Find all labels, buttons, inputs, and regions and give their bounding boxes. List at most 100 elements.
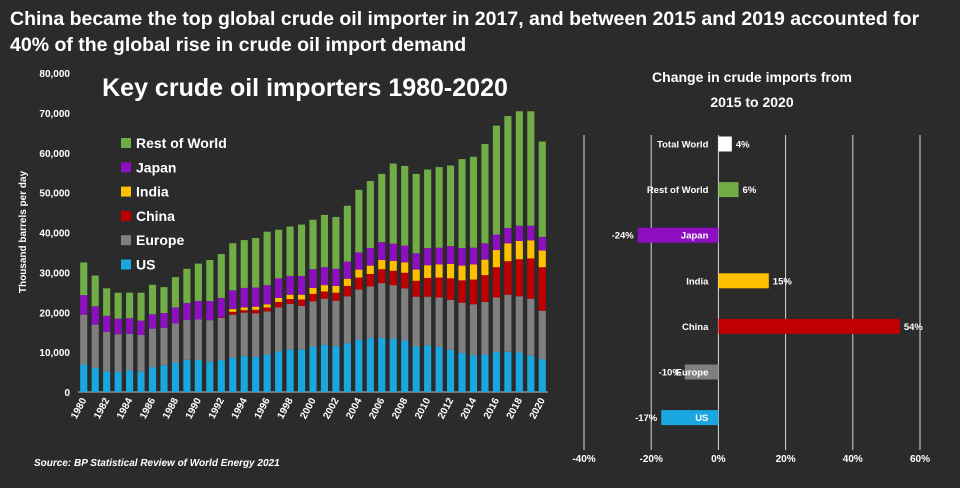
bar-segment-europe bbox=[183, 319, 191, 360]
bar-segment-us bbox=[320, 344, 329, 392]
y-tick-label: 30,000 bbox=[39, 268, 70, 279]
value-label: 4% bbox=[736, 140, 750, 151]
bar-segment-india bbox=[297, 294, 306, 300]
bar-segment-china bbox=[378, 269, 386, 284]
legend-swatch-europe bbox=[121, 235, 131, 246]
bar-segment-india bbox=[538, 250, 546, 268]
bar-segment-japan bbox=[252, 287, 260, 307]
bar-segment-us bbox=[263, 354, 271, 392]
bar-segment-us bbox=[435, 346, 443, 392]
bar-segment-europe bbox=[126, 333, 134, 371]
bar-segment-japan bbox=[538, 236, 546, 251]
legend-swatch-china bbox=[121, 210, 131, 221]
bar-segment-japan bbox=[114, 318, 122, 335]
x-tick-label: 1990 bbox=[184, 396, 204, 421]
bar-segment-india bbox=[492, 250, 500, 268]
bar-segment-rest-of-world bbox=[275, 229, 283, 279]
bar-segment-japan bbox=[171, 307, 179, 324]
bar-segment-india bbox=[515, 240, 523, 260]
bar-segment-japan bbox=[309, 269, 317, 288]
y-tick-label: 0 bbox=[64, 388, 70, 399]
bar-segment-rest-of-world bbox=[252, 238, 260, 288]
value-label: -17% bbox=[635, 413, 658, 424]
x-tick-label: 60% bbox=[910, 454, 930, 465]
bar-segment-india bbox=[401, 262, 409, 273]
x-tick-label: 2012 bbox=[436, 396, 456, 421]
x-tick-label: 1986 bbox=[138, 396, 158, 421]
bar-segment-rest-of-world bbox=[320, 214, 329, 268]
bar-segment-rest-of-world bbox=[389, 163, 397, 244]
value-label: 15% bbox=[773, 276, 793, 287]
bar-segment-us bbox=[114, 372, 122, 392]
bar-segment-china bbox=[343, 285, 351, 297]
x-tick-label: 1984 bbox=[115, 396, 135, 421]
value-label: 54% bbox=[904, 322, 924, 333]
x-tick-label: 2002 bbox=[321, 396, 341, 421]
legend-label: Europe bbox=[136, 232, 184, 248]
bar-segment-china bbox=[217, 317, 225, 318]
bar-segment-japan bbox=[286, 275, 294, 295]
bar-segment-europe bbox=[504, 294, 512, 352]
bar-segment-china bbox=[538, 267, 546, 311]
bar-segment-europe bbox=[447, 299, 455, 350]
bar-segment-rest-of-world bbox=[126, 292, 134, 319]
bar-segment-japan bbox=[412, 253, 420, 270]
bar-segment-china bbox=[435, 277, 443, 298]
x-tick-label: 2014 bbox=[459, 396, 479, 421]
bar-segment-rest-of-world bbox=[206, 260, 214, 302]
bar-segment-rest-of-world bbox=[401, 165, 409, 246]
bar-segment-us bbox=[126, 370, 134, 392]
bar-segment-india bbox=[447, 264, 455, 279]
bar-segment-china bbox=[366, 273, 374, 287]
legend-swatch-rest-of-world bbox=[121, 138, 131, 148]
bar-segment-rest-of-world bbox=[355, 189, 363, 253]
legend-swatch-india bbox=[121, 186, 131, 197]
bar-segment-europe bbox=[320, 298, 329, 345]
x-tick-label: 2004 bbox=[344, 396, 364, 421]
bar-segment-china bbox=[229, 311, 237, 315]
legend-label: Rest of World bbox=[136, 135, 227, 151]
bar-segment-rest-of-world bbox=[240, 240, 248, 288]
bar-segment-japan bbox=[447, 246, 455, 265]
category-label: Japan bbox=[681, 231, 709, 242]
bar-segment-rest-of-world bbox=[343, 205, 351, 262]
bar-segment-japan bbox=[366, 248, 374, 266]
bar-segment-india bbox=[469, 264, 478, 280]
x-tick-label: -40% bbox=[572, 454, 595, 465]
bar-segment-us bbox=[160, 365, 168, 392]
bar-segment-us bbox=[458, 352, 466, 392]
bar-segment-europe bbox=[389, 285, 397, 339]
y-tick-label: 80,000 bbox=[39, 69, 70, 80]
bar-segment-japan bbox=[389, 243, 397, 261]
bar-segment-us bbox=[332, 346, 340, 392]
bar-segment-japan bbox=[148, 314, 157, 329]
bar-segment-india bbox=[389, 260, 397, 271]
legend-swatch-us bbox=[121, 259, 131, 270]
bar-segment-rest-of-world bbox=[137, 292, 145, 321]
bar-segment-japan bbox=[515, 225, 523, 241]
bar-segment-us bbox=[424, 345, 432, 392]
bar-segment-rest-of-world bbox=[447, 165, 455, 247]
bar-segment-india bbox=[424, 265, 432, 278]
bar-segment-rest-of-world bbox=[148, 284, 157, 315]
y-tick-label: 10,000 bbox=[39, 348, 70, 359]
y-tick-label: 40,000 bbox=[39, 229, 70, 240]
bar-segment-us bbox=[401, 340, 409, 392]
bar-segment-india bbox=[435, 264, 443, 278]
bar-segment-rest-of-world bbox=[378, 173, 386, 243]
bar-segment-china bbox=[320, 291, 329, 299]
bar-segment-japan bbox=[80, 295, 88, 315]
bar-segment-rest-of-world bbox=[366, 181, 374, 249]
bar-segment-us bbox=[217, 360, 225, 392]
bar-segment-rest-of-world bbox=[263, 231, 271, 286]
change-chart-title-line-1: Change in crude imports from bbox=[652, 69, 852, 85]
category-label: China bbox=[682, 322, 709, 333]
headline-line-2: 40% of the global rise in crude oil impo… bbox=[10, 34, 467, 56]
legend-swatch-japan bbox=[121, 162, 131, 173]
bar-segment-us bbox=[309, 346, 317, 392]
bar-segment-rest-of-world bbox=[80, 262, 88, 296]
bar-segment-india bbox=[355, 269, 363, 278]
bar-segment-rest-of-world bbox=[332, 216, 340, 269]
bar-segment-us bbox=[252, 356, 260, 392]
bar-segment-rest-of-world bbox=[481, 143, 489, 244]
